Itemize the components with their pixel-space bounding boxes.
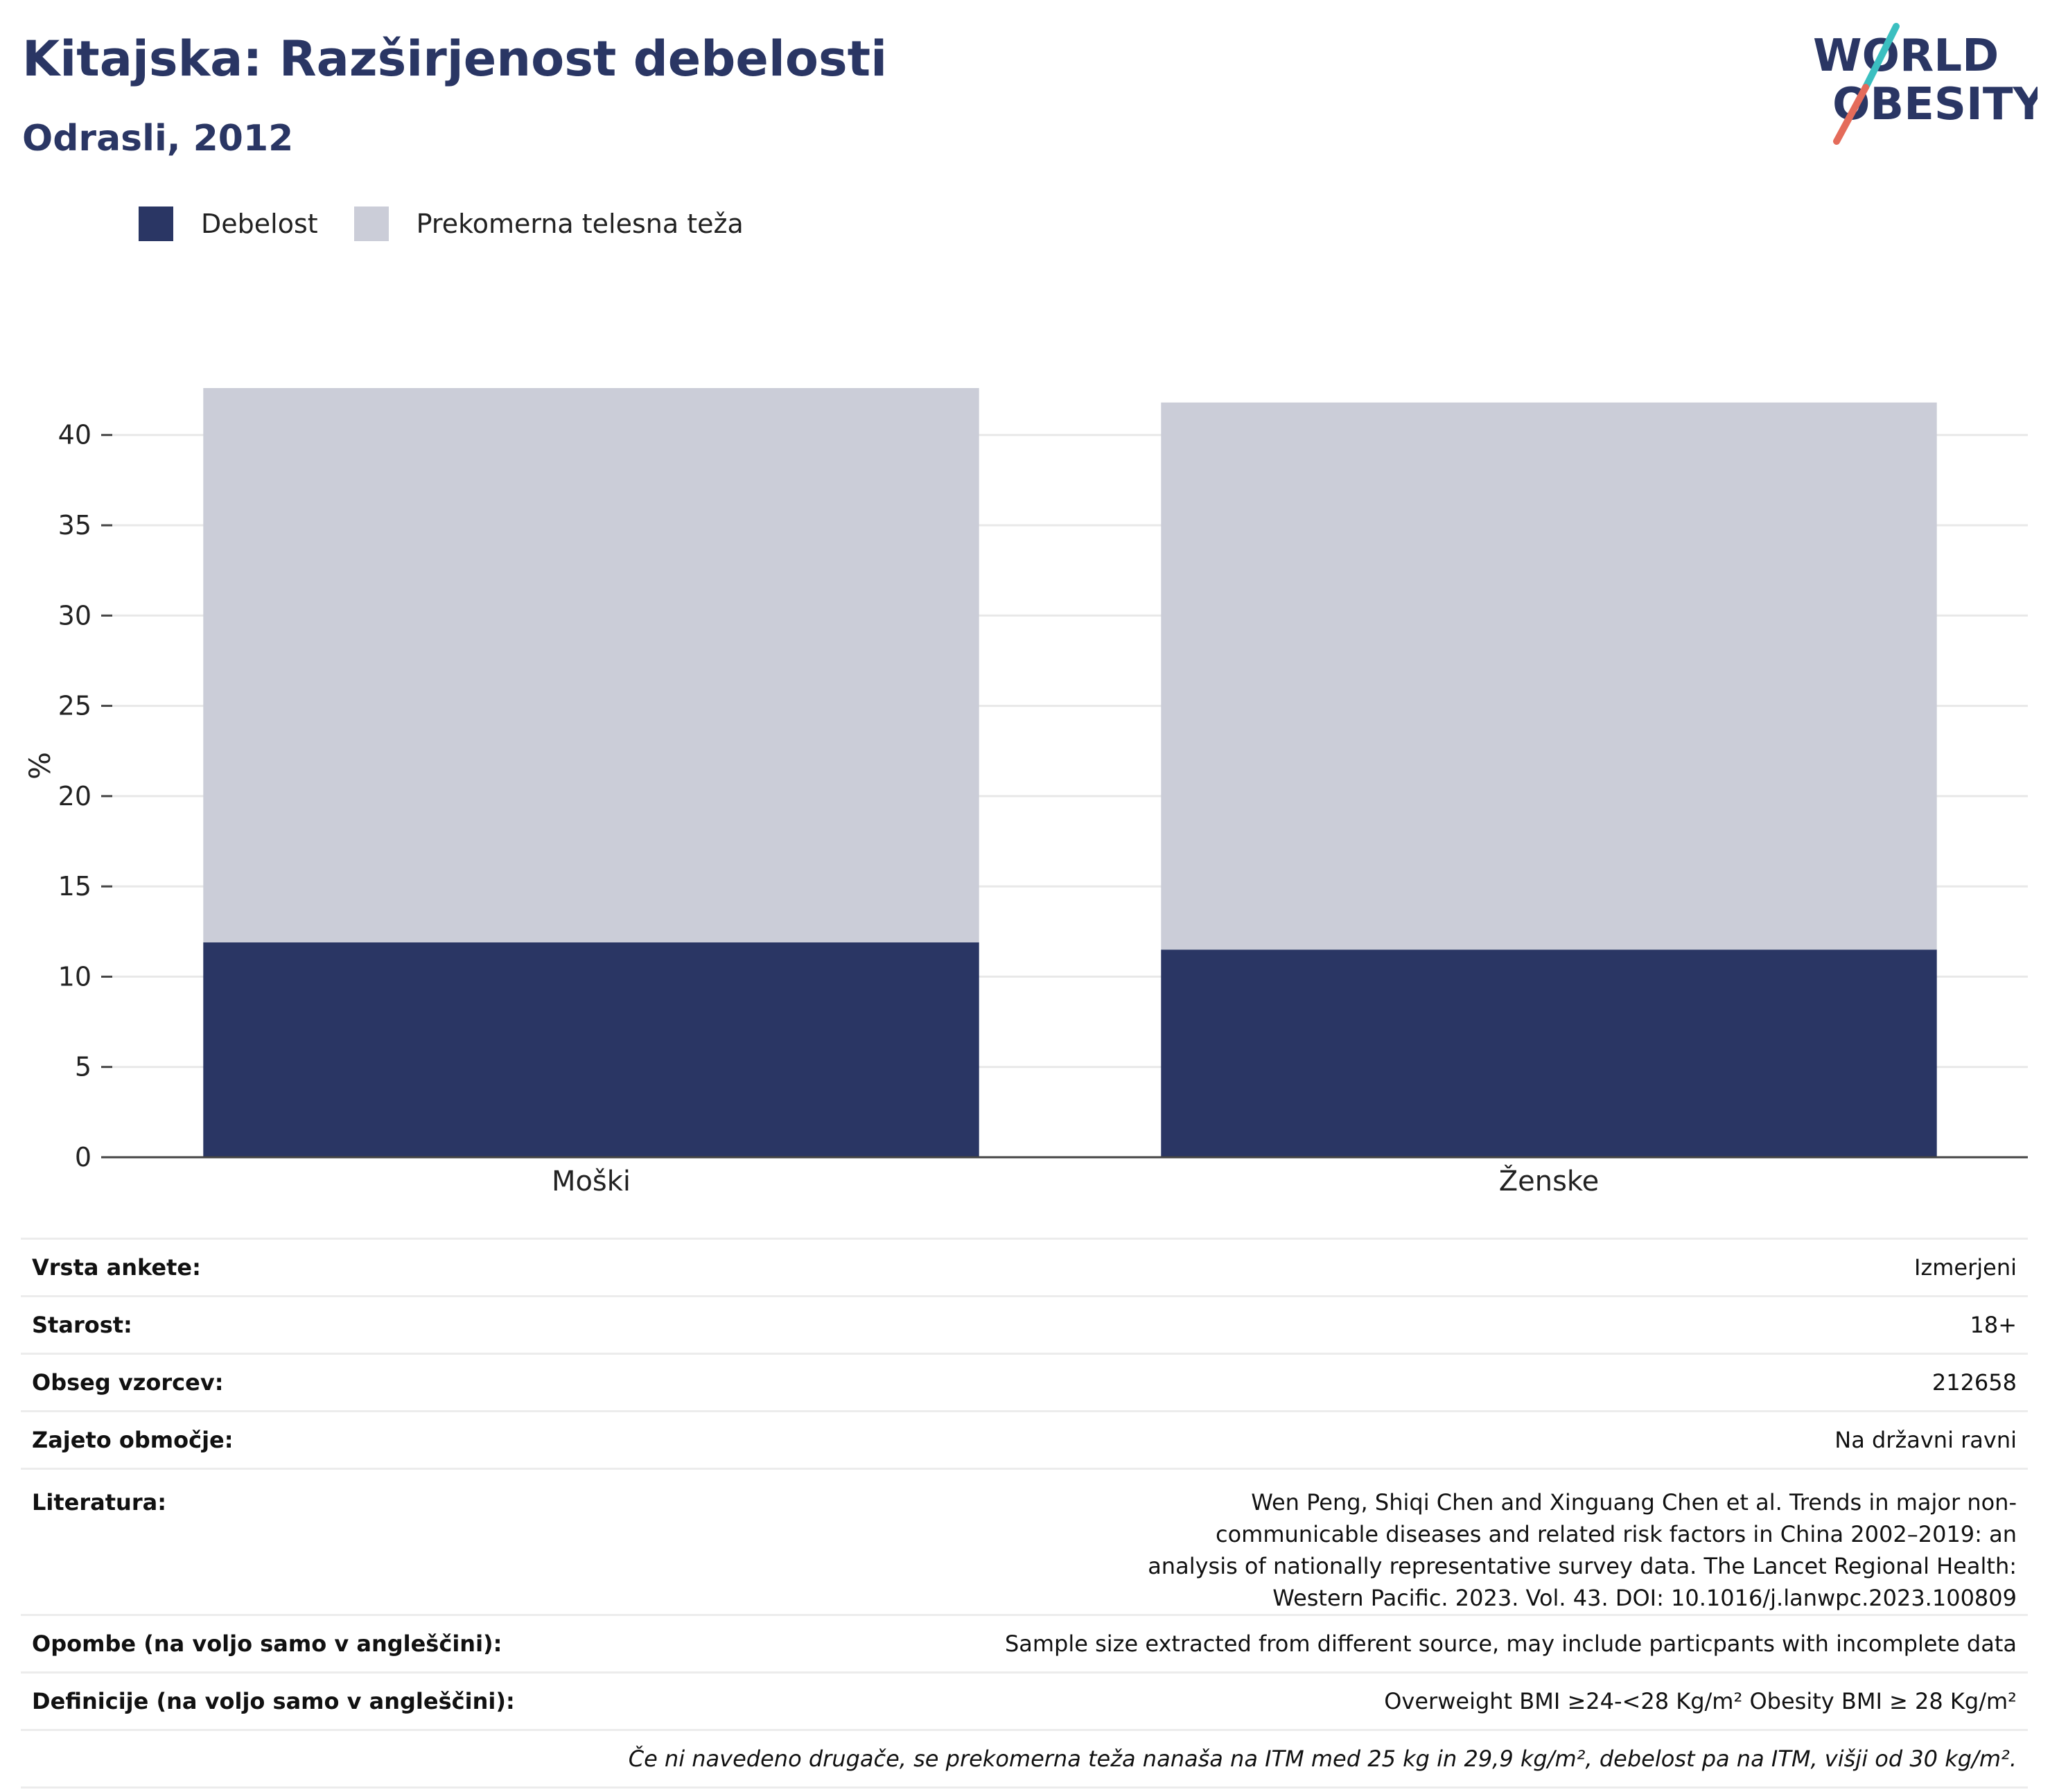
world-obesity-logo: WORLD OBESITY xyxy=(1813,23,2038,145)
info-label: Obseg vzorcev: xyxy=(21,1353,542,1412)
legend-label-overweight: Prekomerna telesna teža xyxy=(416,209,744,239)
y-tick-label: 35 xyxy=(58,510,91,541)
survey-info-table: Vrsta ankete: Izmerjeni Starost: 18+ Obs… xyxy=(21,1238,2028,1789)
y-tick-label: 5 xyxy=(75,1052,91,1082)
info-value: Izmerjeni xyxy=(542,1238,2028,1297)
y-tick-label: 20 xyxy=(58,781,91,811)
bar-obesity-1 xyxy=(203,942,979,1157)
info-label: Opombe (na voljo samo v angleščini): xyxy=(21,1615,542,1674)
bar-overweight-1 xyxy=(203,388,979,942)
y-tick-label: 0 xyxy=(75,1142,91,1172)
info-row-footnote: Če ni navedeno drugače, se prekomerna te… xyxy=(21,1730,2028,1789)
info-value: 212658 xyxy=(542,1353,2028,1412)
info-label: Starost: xyxy=(21,1296,542,1355)
y-tick-label: 15 xyxy=(58,871,91,902)
info-value: Overweight BMI ≥24-<28 Kg/m² Obesity BMI… xyxy=(542,1672,2028,1731)
legend-item-overweight[interactable]: Prekomerna telesna teža xyxy=(353,207,744,241)
x-tick-label: Ženske xyxy=(1499,1164,1600,1197)
info-row-definitions: Definicije (na voljo samo v angleščini):… xyxy=(21,1672,2028,1731)
y-tick-label: 40 xyxy=(58,420,91,450)
info-value: Na državni ravni xyxy=(542,1411,2028,1470)
info-row-literature: Literatura: Wen Peng, Shiqi Chen and Xin… xyxy=(21,1468,2028,1616)
legend-label-obesity: Debelost xyxy=(201,209,318,239)
bar-overweight-2 xyxy=(1161,402,1937,950)
x-tick-label: Moški xyxy=(552,1166,631,1197)
info-label: Literatura: xyxy=(21,1468,542,1616)
info-row-survey-type: Vrsta ankete: Izmerjeni xyxy=(21,1238,2028,1297)
info-row-age: Starost: 18+ xyxy=(21,1296,2028,1355)
logo-slash-coral xyxy=(1833,84,1869,145)
bar-obesity-2 xyxy=(1161,949,1937,1157)
info-label: Zajeto območje: xyxy=(21,1411,542,1470)
chart-subtitle: Odrasli, 2012 xyxy=(22,118,294,159)
info-label: Vrsta ankete: xyxy=(21,1238,542,1297)
y-tick-label: 25 xyxy=(58,691,91,721)
axes: 0 5 10 15 20 25 30 35 40% Moški Ženske xyxy=(23,420,2028,1197)
info-value: 18+ xyxy=(542,1296,2028,1355)
legend-item-obesity[interactable]: Debelost xyxy=(139,207,318,241)
chart-legend: Debelost Prekomerna telesna teža xyxy=(139,205,780,243)
footnote-text: Če ni navedeno drugače, se prekomerna te… xyxy=(21,1730,2028,1789)
y-tick-label: 30 xyxy=(58,600,91,631)
bars xyxy=(203,388,1937,1157)
logo-text-world: WORLD xyxy=(1813,30,1999,82)
info-value: Wen Peng, Shiqi Chen and Xinguang Chen e… xyxy=(542,1468,2028,1616)
info-row-sample-size: Obseg vzorcev: 212658 xyxy=(21,1353,2028,1412)
info-label: Definicije (na voljo samo v angleščini): xyxy=(21,1672,542,1731)
legend-swatch-obesity xyxy=(139,207,173,241)
y-tick-label: 10 xyxy=(58,961,91,992)
logo-slash-teal xyxy=(1862,23,1900,91)
legend-swatch-overweight xyxy=(353,207,389,241)
chart-title: Kitajska: Razširjenost debelosti xyxy=(22,30,888,87)
stacked-bar-chart: 0 5 10 15 20 25 30 35 40% Moški Ženske xyxy=(23,388,2028,1197)
y-axis-title: % xyxy=(23,752,57,780)
info-row-notes: Opombe (na voljo samo v angleščini): Sam… xyxy=(21,1615,2028,1674)
info-value: Sample size extracted from different sou… xyxy=(542,1615,2028,1674)
info-row-coverage: Zajeto območje: Na državni ravni xyxy=(21,1411,2028,1470)
